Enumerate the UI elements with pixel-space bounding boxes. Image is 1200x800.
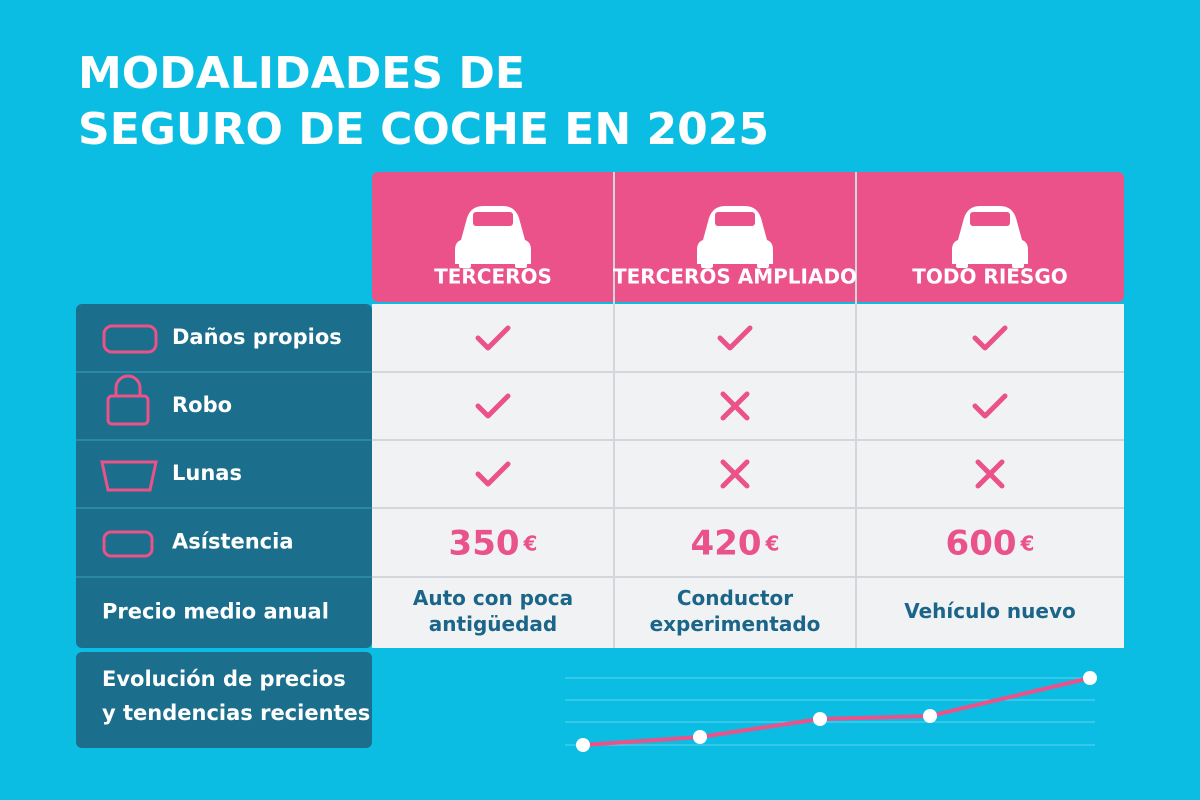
car-icon xyxy=(952,206,1028,268)
car-wheel xyxy=(956,260,968,268)
description: experimentado xyxy=(650,612,821,636)
title-line: SEGURO DE COCHE EN 2025 xyxy=(78,104,769,155)
price-value: 600 xyxy=(946,523,1017,563)
row-label: Asístencia xyxy=(172,530,294,554)
check-mark xyxy=(475,393,511,419)
price-unit: € xyxy=(1020,531,1035,555)
price-value: 420 xyxy=(691,523,762,563)
price: 420 € xyxy=(691,523,780,563)
car-wheel xyxy=(1012,260,1024,268)
column-header: TERCEROS AMPLIADO xyxy=(613,265,857,289)
description: Auto con poca xyxy=(413,586,573,610)
column-header: TODO RIESGO xyxy=(912,265,1068,289)
row-label: Precio medio anual xyxy=(102,600,329,624)
trend-panel xyxy=(76,652,372,748)
trend-point xyxy=(813,712,827,726)
car-wheel xyxy=(515,260,527,268)
car-icon xyxy=(102,324,158,354)
column-header: TERCEROS xyxy=(434,265,552,289)
windshield-icon xyxy=(100,460,158,492)
cross-mark xyxy=(720,391,750,421)
label-panel xyxy=(76,304,372,648)
price-unit: € xyxy=(765,531,780,555)
row-icons xyxy=(100,324,158,558)
trend-title: y tendencias recientes xyxy=(102,701,370,725)
row-label: Lunas xyxy=(172,461,242,485)
price: 600 € xyxy=(946,523,1035,563)
price: 350 € xyxy=(449,523,538,563)
car-wheel xyxy=(701,260,713,268)
trend-title: Evolución de precios xyxy=(102,667,346,691)
lock-icon xyxy=(106,394,150,426)
check-mark xyxy=(972,393,1008,419)
car-window xyxy=(715,212,755,226)
car-icon xyxy=(455,206,531,268)
cross-mark xyxy=(975,459,1005,489)
trend-point xyxy=(576,738,590,752)
lock-shackle xyxy=(114,374,142,396)
car-window xyxy=(970,212,1010,226)
title-line: MODALIDADES DE xyxy=(78,48,525,99)
description: antigüedad xyxy=(429,612,557,636)
car-wheel xyxy=(757,260,769,268)
trend-point xyxy=(1083,671,1097,685)
price-value: 350 xyxy=(449,523,520,563)
car-window xyxy=(473,212,513,226)
row-label: Robo xyxy=(172,393,232,417)
description: Vehículo nuevo xyxy=(904,599,1076,623)
cross-mark xyxy=(720,459,750,489)
row-label: Daños propios xyxy=(172,325,342,349)
check-mark xyxy=(717,325,753,351)
price-unit: € xyxy=(523,531,538,555)
trend-point xyxy=(923,709,937,723)
check-mark xyxy=(475,461,511,487)
car-icon xyxy=(102,530,154,558)
trend-point xyxy=(693,730,707,744)
check-mark xyxy=(972,325,1008,351)
description: Conductor xyxy=(677,586,793,610)
check-mark xyxy=(475,325,511,351)
car-icon xyxy=(697,206,773,268)
car-wheel xyxy=(459,260,471,268)
